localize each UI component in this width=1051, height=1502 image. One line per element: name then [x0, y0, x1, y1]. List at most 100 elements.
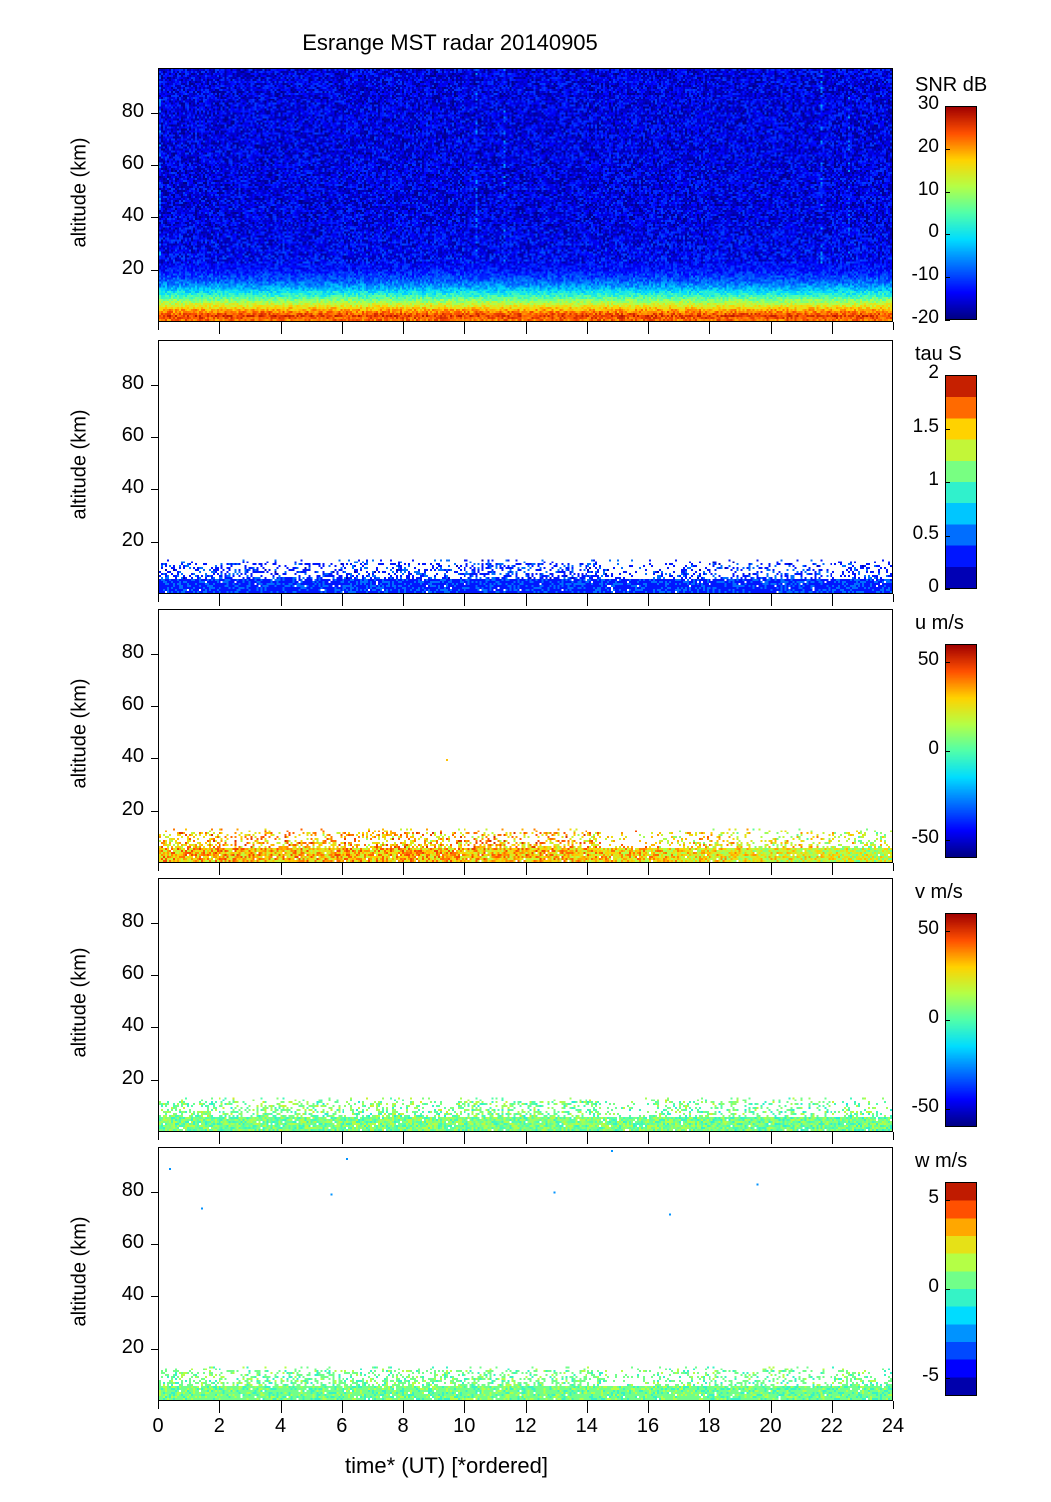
y-axis-tick [151, 811, 158, 813]
colorbar-tick [945, 751, 950, 753]
heatmap-panel-w [158, 1147, 893, 1401]
y-axis-tick-label: 20 [121, 797, 144, 820]
y-axis-tick-label: 20 [121, 1066, 144, 1089]
x-axis-tick [832, 322, 834, 334]
colorbar-canvas-snr [946, 107, 976, 319]
x-axis-tick [342, 1401, 344, 1413]
colorbar-tick [945, 589, 950, 591]
colorbar-tick-label: 0 [928, 738, 939, 759]
x-axis-tick-label: 10 [453, 1415, 476, 1437]
colorbar-canvas-w [946, 1183, 976, 1395]
colorbar-tick-label: -50 [911, 1096, 939, 1118]
colorbar-tick-label: 10 [917, 178, 939, 200]
y-axis-label: altitude (km) [68, 678, 91, 789]
colorbar-tau [945, 375, 977, 589]
y-axis-tick-label: 60 [121, 961, 144, 984]
x-axis-tick [832, 1132, 834, 1144]
x-axis-tick [587, 1132, 589, 1144]
colorbar-tick-label: 0 [928, 1276, 939, 1297]
x-axis-tick [158, 863, 160, 871]
y-axis-tick [151, 217, 158, 219]
x-axis-tick-label: 0 [152, 1415, 164, 1437]
y-axis-tick-label: 60 [121, 423, 144, 446]
x-axis-tick [587, 1401, 589, 1413]
heatmap-canvas-tau [159, 341, 892, 593]
y-axis-tick [151, 1080, 158, 1082]
x-axis-tick [771, 594, 773, 606]
x-axis-tick [342, 322, 344, 334]
x-axis-tick [587, 322, 589, 334]
x-axis-tick [587, 863, 589, 875]
y-axis-tick [151, 1192, 158, 1194]
colorbar-tick [945, 931, 950, 933]
x-axis-tick [709, 594, 711, 606]
x-axis-tick [526, 863, 528, 875]
colorbar-tick-label: 50 [917, 648, 939, 670]
y-axis-tick [151, 113, 158, 115]
colorbar-canvas-v [946, 914, 976, 1126]
x-axis-tick [342, 1132, 344, 1144]
colorbar-title-snr: SNR dB [915, 74, 988, 96]
colorbar-tick [945, 1289, 950, 1291]
colorbar-tick [945, 375, 950, 377]
colorbar-tick [945, 192, 950, 194]
x-axis-tick [281, 1401, 283, 1413]
y-axis-tick-label: 20 [121, 256, 144, 279]
colorbar-tick-label: 1.5 [912, 415, 939, 437]
y-axis-tick-label: 80 [121, 371, 144, 394]
figure-title: Esrange MST radar 20140905 [302, 30, 598, 55]
x-axis-tick [648, 1132, 650, 1144]
heatmap-panel-snr [158, 68, 893, 322]
y-axis-tick [151, 489, 158, 491]
y-axis-tick [151, 1244, 158, 1246]
x-axis-tick [526, 322, 528, 334]
x-axis-tick [526, 1401, 528, 1413]
x-axis-tick-label: 18 [698, 1415, 721, 1437]
x-axis-tick [832, 1401, 834, 1413]
x-axis-tick [158, 1132, 160, 1140]
y-axis-tick [151, 1027, 158, 1029]
colorbar-title-v: v m/s [915, 881, 963, 903]
y-axis-label: altitude (km) [68, 137, 91, 248]
colorbar-tick-label: -20 [911, 307, 939, 328]
x-axis-tick [526, 594, 528, 606]
colorbar-u [945, 644, 977, 858]
colorbar-tick-label: 0.5 [912, 522, 939, 544]
x-axis-tick [464, 1132, 466, 1144]
x-axis-tick [771, 1132, 773, 1144]
colorbar-snr [945, 106, 977, 320]
y-axis-tick [151, 706, 158, 708]
colorbar-tick [945, 482, 950, 484]
x-axis-tick [464, 322, 466, 334]
y-axis-tick-label: 40 [121, 1014, 144, 1037]
x-axis-tick [832, 594, 834, 606]
y-axis-tick-label: 40 [121, 476, 144, 499]
x-axis-tick [219, 863, 221, 875]
heatmap-canvas-u [159, 610, 892, 862]
x-axis-tick [281, 322, 283, 334]
heatmap-panel-v [158, 878, 893, 1132]
y-axis-tick-label: 20 [121, 1335, 144, 1358]
colorbar-tick [945, 106, 950, 108]
colorbar-tick-label: 50 [917, 917, 939, 939]
colorbar-canvas-u [946, 645, 976, 857]
x-axis-tick-label: 4 [274, 1415, 287, 1437]
colorbar-tick-label: 2 [928, 362, 939, 383]
y-axis-tick [151, 165, 158, 167]
x-axis-tick [771, 863, 773, 875]
heatmap-panel-u [158, 609, 893, 863]
x-axis-tick [281, 863, 283, 875]
y-axis-tick-label: 60 [121, 692, 144, 715]
x-axis-tick [403, 1401, 405, 1413]
colorbar-tick [945, 662, 950, 664]
x-axis-tick [709, 1132, 711, 1144]
x-axis-tick [771, 322, 773, 334]
x-axis-tick [464, 1401, 466, 1413]
y-axis-tick-label: 80 [121, 1178, 144, 1201]
x-axis-tick [403, 594, 405, 606]
x-axis-tick [219, 1132, 221, 1144]
y-axis-tick-label: 40 [121, 1283, 144, 1306]
x-axis-tick [403, 1132, 405, 1144]
x-axis-tick [709, 322, 711, 334]
colorbar-tick [945, 1200, 950, 1202]
